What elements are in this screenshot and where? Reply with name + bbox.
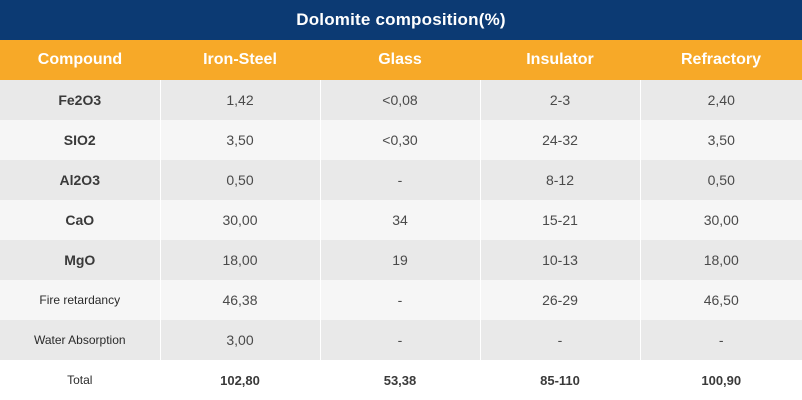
header-row: Compound Iron-Steel Glass Insulator Refr…: [0, 40, 802, 80]
compound-cell: CaO: [0, 200, 161, 240]
compound-cell: MgO: [0, 240, 161, 280]
header-refractory: Refractory: [640, 40, 802, 80]
insulator-total: 85-110: [480, 360, 641, 400]
refractory-cell: 30,00: [640, 200, 802, 240]
insulator-cell: 24-32: [480, 120, 641, 160]
glass-cell: -: [320, 280, 481, 320]
iron-steel-cell: 30,00: [160, 200, 321, 240]
table-row: MgO 18,00 19 10-13 18,00: [0, 240, 802, 280]
insulator-cell: 8-12: [480, 160, 641, 200]
compound-cell: SIO2: [0, 120, 161, 160]
total-row: Total 102,80 53,38 85-110 100,90: [0, 360, 802, 400]
compound-cell: Fire retardancy: [0, 280, 161, 320]
iron-steel-cell: 46,38: [160, 280, 321, 320]
iron-steel-total: 102,80: [160, 360, 321, 400]
composition-table: Compound Iron-Steel Glass Insulator Refr…: [0, 40, 802, 400]
refractory-cell: 18,00: [640, 240, 802, 280]
iron-steel-cell: 18,00: [160, 240, 321, 280]
refractory-total: 100,90: [640, 360, 802, 400]
table-title: Dolomite composition(%): [0, 0, 802, 40]
insulator-cell: 2-3: [480, 80, 641, 120]
header-iron-steel: Iron-Steel: [160, 40, 320, 80]
iron-steel-cell: 3,00: [160, 320, 321, 360]
refractory-cell: 3,50: [640, 120, 802, 160]
iron-steel-cell: 1,42: [160, 80, 321, 120]
refractory-cell: 2,40: [640, 80, 802, 120]
table-row: Fire retardancy 46,38 - 26-29 46,50: [0, 280, 802, 320]
glass-total: 53,38: [320, 360, 481, 400]
table-row: Al2O3 0,50 - 8-12 0,50: [0, 160, 802, 200]
total-label: Total: [0, 360, 161, 400]
table-row: SIO2 3,50 <0,30 24-32 3,50: [0, 120, 802, 160]
refractory-cell: -: [640, 320, 802, 360]
refractory-cell: 46,50: [640, 280, 802, 320]
compound-cell: Al2O3: [0, 160, 161, 200]
insulator-cell: 15-21: [480, 200, 641, 240]
table-row: Water Absorption 3,00 - - -: [0, 320, 802, 360]
insulator-cell: 26-29: [480, 280, 641, 320]
table-row: Fe2O3 1,42 <0,08 2-3 2,40: [0, 80, 802, 120]
header-compound: Compound: [0, 40, 160, 80]
glass-cell: <0,08: [320, 80, 481, 120]
header-insulator: Insulator: [480, 40, 640, 80]
glass-cell: <0,30: [320, 120, 481, 160]
compound-cell: Fe2O3: [0, 80, 161, 120]
header-glass: Glass: [320, 40, 480, 80]
table-row: CaO 30,00 34 15-21 30,00: [0, 200, 802, 240]
glass-cell: 34: [320, 200, 481, 240]
iron-steel-cell: 3,50: [160, 120, 321, 160]
iron-steel-cell: 0,50: [160, 160, 321, 200]
insulator-cell: -: [480, 320, 641, 360]
compound-cell: Water Absorption: [0, 320, 161, 360]
glass-cell: -: [320, 160, 481, 200]
refractory-cell: 0,50: [640, 160, 802, 200]
glass-cell: 19: [320, 240, 481, 280]
insulator-cell: 10-13: [480, 240, 641, 280]
glass-cell: -: [320, 320, 481, 360]
